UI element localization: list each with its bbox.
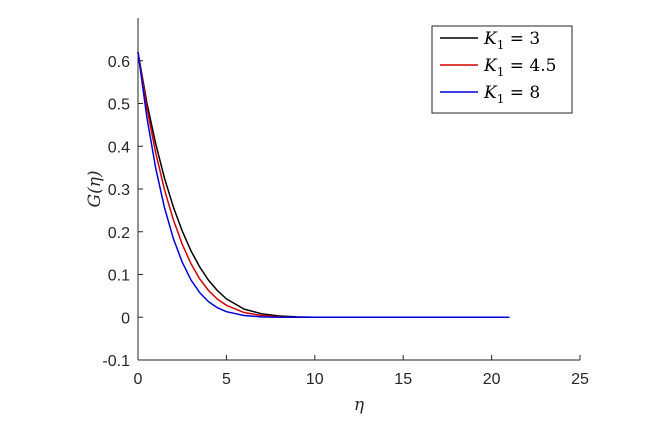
y-tick-label: 0.6 [108, 54, 130, 71]
legend-label-3: K1 = 8 [483, 83, 540, 106]
axes [137, 18, 581, 361]
x-tick-label: 5 [222, 371, 231, 388]
tick-labels: 0 5 10 15 20 25-0.100.10.20.30.40.50.6 [102, 54, 589, 388]
y-tick-label: 0 [121, 310, 130, 327]
series-line-3 [137, 52, 510, 318]
series-layer [137, 52, 510, 318]
x-tick-label: 15 [394, 371, 412, 388]
x-axis-label: η [354, 395, 365, 415]
y-tick-label: 0.5 [108, 97, 130, 114]
legend: K1 = 3 K1 = 4.5 K1 = 8 [431, 25, 573, 114]
y-axis-label: G(η) [85, 170, 105, 207]
y-tick-label: -0.1 [102, 353, 130, 370]
legend-label-2: K1 = 4.5 [483, 56, 556, 79]
x-tick-label: 10 [306, 371, 324, 388]
y-tick-label: 0.4 [108, 139, 130, 156]
y-tick-label: 0.1 [108, 268, 130, 285]
x-tick-label: 20 [483, 371, 501, 388]
legend-label-1: K1 = 3 [483, 29, 540, 52]
y-tick-label: 0.2 [108, 225, 130, 242]
legend-box [431, 25, 573, 114]
y-tick-label: 0.3 [108, 182, 130, 199]
x-tick-label: 0 [134, 371, 143, 388]
x-tick-label: 25 [571, 371, 589, 388]
